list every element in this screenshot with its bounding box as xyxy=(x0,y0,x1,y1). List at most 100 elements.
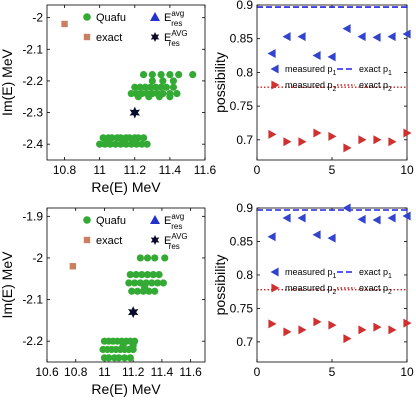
quafu-point xyxy=(173,90,180,97)
measured-p1-point xyxy=(373,216,381,225)
quafu-point xyxy=(105,137,112,144)
x-tick-label: 11.2 xyxy=(124,163,147,177)
x-tick-label: 10.6 xyxy=(35,365,59,379)
y-tick-label: 0.8 xyxy=(236,268,253,282)
measured-p1-point xyxy=(328,234,336,243)
y-tick-label: 0.9 xyxy=(236,0,253,12)
legend-e1-label: exact p1 xyxy=(359,64,392,77)
y-axis-label: possibility xyxy=(212,52,228,113)
legend-eavg-sub: res xyxy=(171,222,182,231)
quafu-point xyxy=(166,93,173,100)
legend-m2-sub: 2 xyxy=(333,86,337,93)
y-tick-label: 0.8 xyxy=(236,65,253,79)
x-tick-label: 10 xyxy=(400,365,414,379)
measured-p1-point xyxy=(313,51,321,60)
y-axis-label: Im(E) MeV xyxy=(0,251,15,319)
y-tick-label: 0.75 xyxy=(230,99,254,113)
y-tick-label: -2.1 xyxy=(22,42,43,56)
legend-m1-label: measured p1 xyxy=(285,64,337,77)
quafu-point xyxy=(155,271,162,278)
quafu-point xyxy=(161,254,168,261)
legend-m1-marker xyxy=(271,268,279,277)
y-tick-label: -2.2 xyxy=(22,334,43,348)
legend-eavg-base: E xyxy=(164,12,171,24)
y-tick-label: -2.3 xyxy=(22,106,43,120)
y-tick-label: -1.9 xyxy=(22,209,43,223)
quafu-point xyxy=(121,137,128,144)
legend-eAVG-sub: res xyxy=(169,242,180,251)
quafu-point xyxy=(144,254,151,261)
x-axis-label: Re(E) MeV xyxy=(91,381,161,397)
measured-p2-point xyxy=(358,325,366,334)
legend-eavg-sup: avg xyxy=(171,9,184,18)
quafu-point xyxy=(158,71,165,78)
legend-m2-sub: 2 xyxy=(333,289,337,296)
y-tick-label: 0.85 xyxy=(230,234,254,248)
eavg-star-point xyxy=(130,107,140,119)
measured-p2-point xyxy=(283,137,291,146)
quafu-point xyxy=(140,134,147,141)
legend-exact-marker xyxy=(84,34,90,40)
measured-p2-point xyxy=(328,132,336,141)
measured-p2-point xyxy=(373,323,381,332)
legend-quafu-marker xyxy=(83,13,91,21)
measured-p1-point xyxy=(343,204,351,213)
quafu-point xyxy=(137,254,144,261)
legend-m1-marker xyxy=(271,65,279,74)
measured-p2-point xyxy=(268,319,276,328)
measured-p1-point xyxy=(268,232,276,241)
measured-p2-point xyxy=(358,135,366,144)
measured-p2-point xyxy=(343,334,351,343)
measured-p2-point xyxy=(313,317,321,326)
legend-m2-marker xyxy=(271,81,279,90)
y-tick-label: 0.7 xyxy=(236,133,253,147)
legend-e2-sub: 2 xyxy=(388,86,392,93)
x-tick-label: 10.8 xyxy=(53,163,77,177)
legend-exact-label: exact xyxy=(96,235,122,247)
legend-eAVG-marker xyxy=(151,32,160,42)
measured-p2-point xyxy=(388,137,396,146)
legend-eavg-marker xyxy=(150,215,160,224)
y-tick-label: -2 xyxy=(32,251,43,265)
measured-p2-point xyxy=(268,130,276,139)
y-tick-label: 0.75 xyxy=(230,301,254,315)
quafu-point xyxy=(160,279,167,286)
quafu-point xyxy=(166,71,173,78)
y-tick-label: -2.2 xyxy=(22,74,43,88)
x-tick-label: 0 xyxy=(254,365,261,379)
measured-p2-point xyxy=(328,321,336,330)
measured-p1-point xyxy=(388,32,396,41)
measured-p2-point xyxy=(403,129,411,138)
legend-e2-sub: 2 xyxy=(388,289,392,296)
y-tick-label: -2 xyxy=(32,11,43,25)
legend-m2-marker xyxy=(271,284,279,293)
y-axis-label: possibility xyxy=(212,255,228,316)
x-tick-label: 5 xyxy=(329,163,336,177)
legend-e1-base: exact p xyxy=(359,64,388,74)
exact-point xyxy=(61,21,67,27)
measured-p1-point xyxy=(283,214,291,223)
x-tick-label: 10.8 xyxy=(64,365,88,379)
measured-p1-point xyxy=(373,33,381,42)
quafu-point xyxy=(141,283,148,290)
quafu-point xyxy=(175,71,182,78)
legend-eavg-base: E xyxy=(164,215,171,227)
quafu-point xyxy=(156,93,163,100)
measured-p1-point xyxy=(313,230,321,239)
x-axis-label: Re(E) MeV xyxy=(91,179,161,195)
x-tick-label: 11 xyxy=(98,365,111,379)
x-tick-label: 11 xyxy=(93,163,106,177)
legend-m1-base: measured p xyxy=(285,64,333,74)
legend-eAVG-sup: AVG xyxy=(171,29,187,38)
quafu-point xyxy=(170,77,177,84)
x-tick-label: 5 xyxy=(329,365,336,379)
legend-e1-base: exact p xyxy=(359,267,388,277)
legend-quafu-label: Quafu xyxy=(96,12,126,24)
measured-p2-point xyxy=(403,319,411,328)
quafu-point xyxy=(170,84,177,91)
legend-m1-base: measured p xyxy=(285,267,333,277)
y-tick-label: 0.7 xyxy=(236,335,253,349)
